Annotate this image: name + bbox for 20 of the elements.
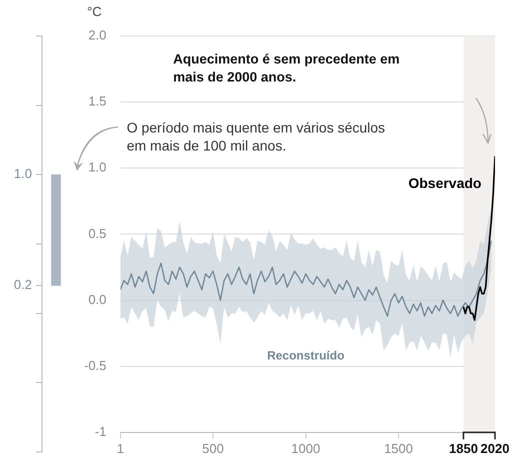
y-tick-label: 1.0 [88, 160, 106, 175]
y-tick-label: 0.5 [88, 226, 106, 241]
x-tick-label: 1000 [291, 440, 320, 456]
x-tick-label: 1500 [384, 440, 413, 456]
x-tick-label: 500 [202, 440, 224, 456]
x-tick-label: 1 [116, 440, 124, 456]
y-tick-label: 1.0 [14, 166, 32, 182]
annotation: O período mais quente em vários séculos em mais de 100 mil anos. [126, 119, 386, 154]
text: Reconstruído [267, 348, 344, 363]
series-label: Observado [408, 174, 482, 191]
y-axis-title: °C [87, 4, 102, 19]
y-tick-label: -0.5 [84, 358, 106, 373]
x-tick-label: 1850 [449, 440, 478, 456]
y-tick-label: 0.0 [88, 292, 106, 307]
x-tick-label: 2020 [480, 440, 510, 456]
y-tick-label: -1 [94, 424, 106, 439]
annotation: Aquecimento é sem precedente em mais de 2000 anos. [173, 52, 400, 85]
y-tick-label: 0.2 [14, 277, 32, 292]
y-tick-label: 1.5 [88, 94, 106, 109]
y-tick-label: 2.0 [88, 28, 106, 43]
